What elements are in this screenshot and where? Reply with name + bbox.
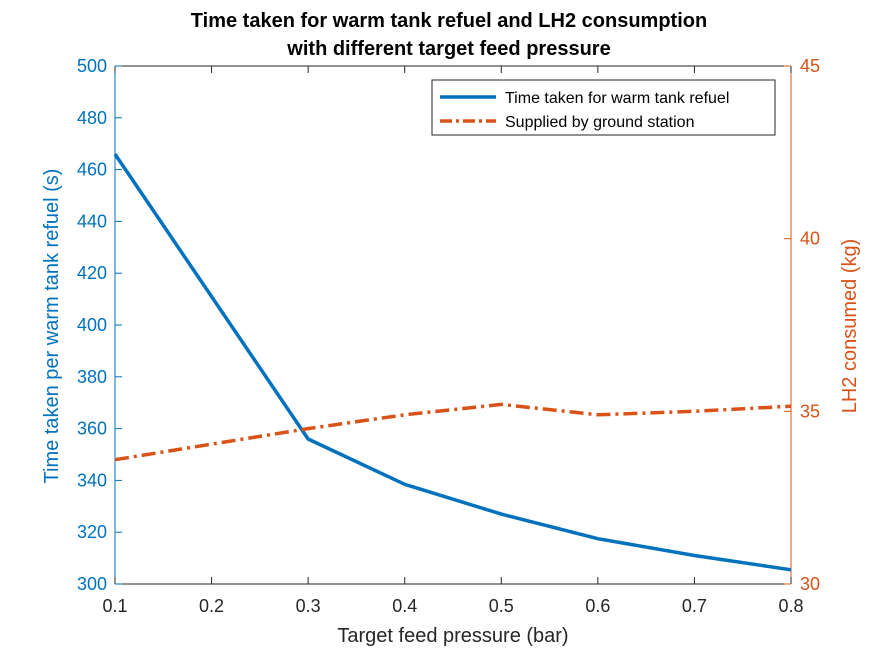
chart-title-line-1: Time taken for warm tank refuel and LH2 … (191, 10, 707, 32)
right-y-tick-label: 40 (800, 229, 820, 249)
x-tick-label: 0.8 (778, 596, 803, 616)
series-layer (113, 153, 792, 572)
legend-box (431, 79, 776, 136)
right-y-axis-label: LH2 consumed (kg) (839, 239, 861, 414)
x-axis-label: Target feed pressure (bar) (337, 625, 568, 647)
left-y-tick-label: 500 (77, 56, 107, 76)
left-y-tick-label: 320 (77, 522, 107, 542)
right-y-tick-label: 30 (800, 574, 820, 594)
right-y-tick-label: 45 (800, 56, 820, 76)
left-y-tick-label: 440 (77, 211, 107, 231)
plot-area (114, 65, 792, 585)
legend-label-supplied: Supplied by ground station (505, 114, 694, 131)
left-y-tick-label: 380 (77, 367, 107, 387)
legend-label-time: Time taken for warm tank refuel (505, 90, 729, 107)
left-y-tick-label: 420 (77, 263, 107, 283)
left-y-tick-label: 360 (77, 419, 107, 439)
x-tick-label: 0.5 (489, 596, 514, 616)
series-line-time-taken (113, 153, 792, 572)
legend: Time taken for warm tank refuel Supplied… (431, 79, 776, 136)
x-tick-label: 0.4 (392, 596, 417, 616)
x-tick-label: 0.1 (102, 596, 127, 616)
x-tick-label: 0.3 (296, 596, 321, 616)
chart-title-line-2: with different target feed pressure (286, 38, 610, 60)
left-y-axis-label: Time taken per warm tank refuel (s) (41, 169, 63, 484)
series-line-supplied-by-ground-station (114, 402, 792, 462)
left-y-tick-label: 300 (77, 574, 107, 594)
right-y-tick-label: 35 (800, 401, 820, 421)
x-tick-label: 0.6 (585, 596, 610, 616)
left-y-tick-label: 400 (77, 315, 107, 335)
left-y-tick-label: 340 (77, 470, 107, 490)
axis-ticks: 0.1 0.2 0.3 0.4 0.5 0.6 0.7 0.8 300 320 340 360 380 4… (77, 56, 820, 616)
left-y-tick-label: 460 (77, 160, 107, 180)
left-y-tick-label: 480 (77, 108, 107, 128)
x-tick-label: 0.2 (199, 596, 224, 616)
x-tick-label: 0.7 (682, 596, 707, 616)
